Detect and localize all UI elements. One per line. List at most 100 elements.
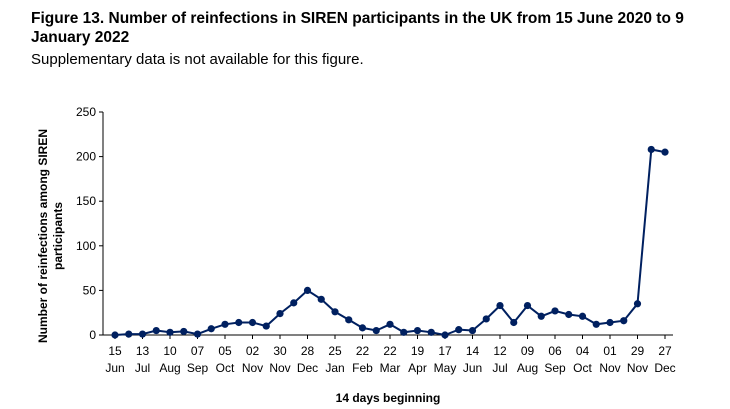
series-points (111, 145, 669, 339)
data-point (276, 309, 284, 318)
data-point (166, 328, 174, 336)
data-point (551, 307, 559, 315)
x-axis-ticks: 15 Jun 13 Jul 10 Aug 07 Sep 05 Oct 02 Nov 30 Nov 28 Dec… (105, 335, 676, 375)
x-tick-day: 17 (438, 344, 452, 358)
x-tick-month: Sep (544, 361, 566, 375)
data-point (606, 318, 614, 327)
y-tick-label: 0 (89, 328, 96, 342)
x-tick-month: Dec (654, 361, 675, 375)
x-tick-day: 02 (246, 344, 260, 358)
x-tick-month: Sep (187, 361, 209, 375)
x-tick-month: Aug (159, 361, 180, 375)
x-tick-month: Nov (599, 361, 620, 375)
x-tick-day: 01 (603, 344, 617, 358)
x-tick-month: Jul (492, 361, 507, 375)
x-tick-day: 28 (301, 344, 315, 358)
data-point (578, 312, 587, 320)
data-point (441, 331, 449, 339)
x-tick-day: 07 (191, 344, 205, 358)
x-tick-day: 05 (218, 344, 232, 358)
data-point (565, 310, 573, 319)
data-point (235, 318, 243, 327)
x-tick-month: May (434, 361, 457, 375)
x-tick-day: 04 (576, 344, 590, 358)
data-point (386, 320, 394, 328)
x-tick-day: 22 (383, 344, 397, 358)
y-tick-label: 250 (76, 105, 96, 119)
x-tick-day: 13 (136, 344, 150, 358)
data-point (207, 325, 215, 333)
x-tick-month: Nov (269, 361, 290, 375)
data-point (592, 320, 600, 328)
x-tick-month: Jun (105, 361, 124, 375)
data-point (345, 316, 353, 324)
x-tick-month: Jul (135, 361, 150, 375)
data-point (633, 300, 642, 308)
data-point (372, 326, 380, 335)
x-axis-title: 14 days beginning (336, 391, 441, 405)
x-tick-month: Feb (352, 361, 373, 375)
x-tick-day: 22 (356, 344, 370, 358)
x-tick-month: Dec (297, 361, 318, 375)
x-tick-month: Aug (517, 361, 538, 375)
x-tick-month: Mar (380, 361, 401, 375)
data-point (152, 326, 160, 335)
x-tick-day: 10 (163, 344, 177, 358)
data-point (523, 301, 532, 310)
x-tick-month: Nov (242, 361, 263, 375)
x-tick-day: 25 (328, 344, 342, 358)
data-point (317, 295, 325, 303)
data-point (620, 317, 628, 325)
data-point (193, 330, 202, 338)
x-tick-month: Oct (216, 361, 235, 375)
data-point (496, 301, 504, 310)
x-tick-month: Oct (573, 361, 592, 375)
data-point (180, 327, 188, 336)
data-point (537, 312, 545, 320)
data-point (455, 326, 463, 334)
data-point (413, 326, 422, 335)
x-tick-month: Apr (408, 361, 427, 375)
data-point (262, 322, 270, 330)
y-tick-label: 50 (83, 283, 97, 297)
x-tick-day: 09 (521, 344, 535, 358)
y-axis-title-line: Number of reinfections among SIREN (36, 129, 50, 343)
x-tick-day: 14 (466, 344, 480, 358)
data-point (138, 330, 147, 338)
data-point (290, 299, 298, 307)
page-subtitle: Supplementary data is not available for … (31, 51, 364, 68)
series-line (114, 148, 666, 337)
data-point (427, 328, 435, 336)
x-tick-day: 30 (273, 344, 287, 358)
y-axis-title-line: participants (51, 202, 65, 270)
data-point (358, 324, 367, 332)
x-tick-day: 12 (493, 344, 507, 358)
data-point (647, 145, 655, 154)
data-point (510, 318, 518, 327)
x-tick-day: 19 (411, 344, 425, 358)
x-tick-month: Jan (325, 361, 344, 375)
page-title: Figure 13. Number of reinfections in SIR… (31, 10, 684, 46)
data-point (248, 318, 257, 327)
x-tick-day: 15 (108, 344, 122, 358)
data-point (303, 286, 312, 294)
data-point (111, 331, 119, 339)
y-axis-title: Number of reinfections among SIREN partic… (36, 129, 65, 343)
y-axis-ticks: 0 50 100 150 200 250 (76, 105, 103, 342)
y-tick-label: 100 (76, 239, 96, 253)
data-point (125, 330, 133, 338)
x-tick-day: 27 (658, 344, 672, 358)
data-point (331, 308, 339, 316)
x-tick-day: 06 (548, 344, 562, 358)
x-tick-day: 29 (631, 344, 645, 358)
data-point (468, 326, 477, 335)
y-tick-label: 150 (76, 194, 96, 208)
x-tick-month: Jun (463, 361, 482, 375)
data-point (482, 315, 490, 323)
data-point (661, 148, 669, 156)
data-point (400, 328, 408, 336)
x-tick-month: Nov (627, 361, 648, 375)
y-tick-label: 200 (76, 150, 96, 164)
data-point (221, 320, 229, 328)
